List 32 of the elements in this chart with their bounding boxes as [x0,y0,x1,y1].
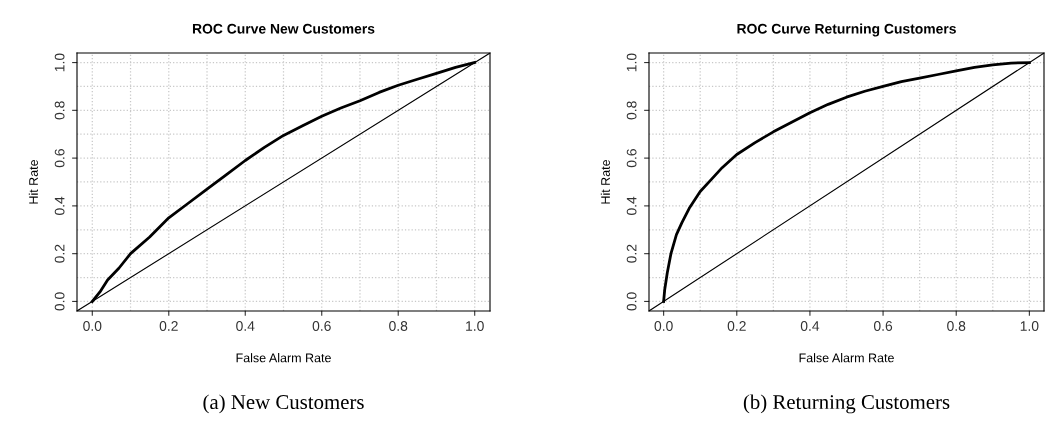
y-tick-label: 0.6 [54,149,65,168]
y-axis-title: Hit Rate [28,159,38,204]
x-tick-label: 0.4 [236,321,255,331]
x-tick-label: 0.8 [947,321,966,331]
x-tick-label: 0.2 [727,321,746,331]
x-tick-label: 0.8 [389,321,408,331]
text: (b) Returning Customers [743,394,950,414]
y-tick-label: 0.8 [626,101,637,120]
y-tick-label: 0.2 [54,244,65,263]
x-tick-label: 0.0 [654,321,673,331]
text: (a) New Customers [203,394,364,414]
x-tick-label: 1.0 [1020,321,1039,331]
y-tick-label: 1.0 [626,53,637,72]
x-tick-label: 0.0 [83,321,102,331]
x-tick-label: 0.6 [873,321,893,331]
y-tick-label: 0.8 [54,101,65,120]
x-tick-label: 0.4 [800,321,820,331]
chart-title: ROC Curve Returning Customers [737,23,956,37]
y-tick-label: 0.0 [626,292,637,311]
y-tick-label: 1.0 [54,53,65,72]
y-tick-label: 0.0 [54,292,65,311]
x-tick-label: 0.6 [312,321,331,331]
x-axis-title: False Alarm Rate [799,353,894,363]
x-tick-label: 0.2 [159,321,178,331]
y-tick-label: 0.4 [626,196,637,215]
y-tick-label: 0.4 [54,196,65,215]
x-tick-label: 1.0 [466,321,484,331]
y-tick-label: 0.2 [626,244,637,263]
y-tick-label: 0.6 [626,149,637,168]
x-axis-title: False Alarm Rate [236,353,331,363]
chart-title: ROC Curve New Customers [192,23,375,34]
y-axis-title: Hit Rate [600,159,610,204]
